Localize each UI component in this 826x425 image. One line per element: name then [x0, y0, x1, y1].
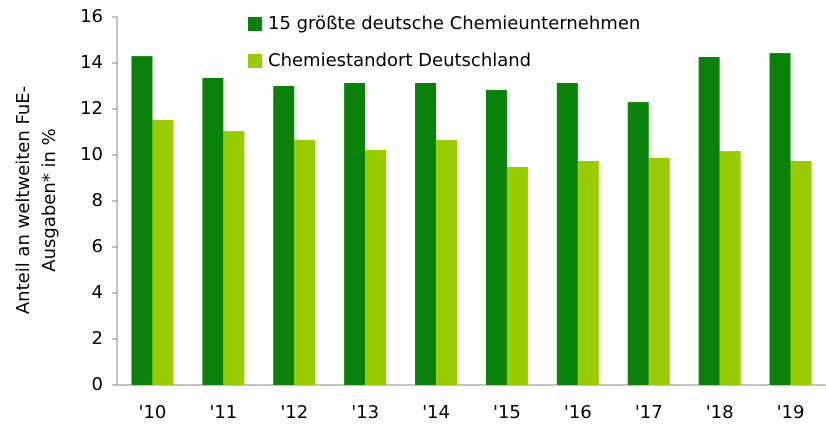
- y-tick-label: 4: [92, 282, 103, 303]
- y-tick-label: 0: [92, 374, 103, 395]
- x-tick-label: '12: [280, 402, 308, 423]
- bar: [485, 89, 507, 385]
- legend-swatch: [248, 54, 262, 68]
- bar: [415, 83, 437, 385]
- bar: [577, 160, 599, 385]
- bar: [769, 53, 791, 386]
- bar: [436, 140, 458, 385]
- bar: [344, 83, 366, 385]
- bar: [719, 151, 741, 385]
- x-tick-label: '19: [777, 402, 805, 423]
- x-tick-label: '16: [564, 402, 592, 423]
- x-tick-label: '14: [422, 402, 450, 423]
- legend-label: 15 größte deutsche Chemieunternehmen: [268, 13, 640, 34]
- bar: [202, 77, 224, 385]
- bar: [273, 86, 295, 385]
- bar: [365, 149, 387, 385]
- bar: [152, 120, 174, 385]
- x-tick-label: '13: [351, 402, 379, 423]
- y-axis-label: Ausgaben* in %: [39, 128, 60, 271]
- y-tick-label: 12: [80, 98, 103, 119]
- x-tick-label: '11: [209, 402, 237, 423]
- bar: [294, 140, 316, 385]
- y-axis-label: Anteil an weltweiten FuE-: [13, 86, 34, 314]
- bar: [627, 102, 649, 385]
- bar: [506, 166, 528, 385]
- x-tick-label: '15: [493, 402, 521, 423]
- x-tick-label: '17: [635, 402, 663, 423]
- bar: [648, 157, 670, 385]
- y-tick-label: 6: [92, 236, 103, 257]
- bar: [131, 56, 153, 385]
- bar: [556, 83, 578, 385]
- legend-swatch: [248, 17, 262, 31]
- y-tick-label: 14: [80, 52, 103, 73]
- bar: [698, 57, 720, 386]
- y-tick-label: 8: [92, 190, 103, 211]
- bar: [790, 160, 812, 385]
- x-tick-label: '18: [706, 402, 734, 423]
- y-tick-label: 10: [80, 144, 103, 165]
- bar: [223, 131, 245, 385]
- x-tick-label: '10: [139, 402, 167, 423]
- y-tick-label: 2: [92, 328, 103, 349]
- legend-label: Chemiestandort Deutschland: [268, 50, 531, 71]
- y-tick-label: 16: [80, 6, 103, 27]
